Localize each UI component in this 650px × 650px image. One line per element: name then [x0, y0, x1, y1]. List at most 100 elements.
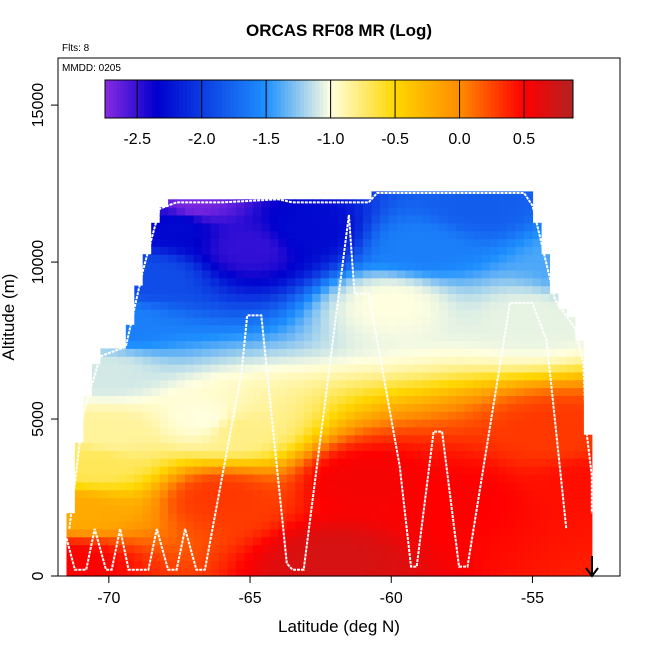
heatmap-cell: [261, 426, 271, 436]
heatmap-cell: [168, 317, 178, 326]
heatmap-cell: [210, 301, 220, 310]
heatmap-cell: [379, 497, 389, 506]
heatmap-cell: [303, 560, 313, 569]
heatmap-cell: [371, 419, 381, 428]
colorbar-segment: [526, 80, 531, 118]
heatmap-cell: [396, 544, 406, 553]
heatmap-cell: [396, 364, 406, 373]
heatmap-cell: [430, 513, 440, 522]
heatmap-cell: [346, 317, 356, 326]
heatmap-cell: [532, 497, 542, 506]
heatmap-cell: [490, 356, 500, 365]
heatmap-cell: [252, 442, 262, 451]
heatmap-cell: [159, 419, 169, 428]
heatmap-cell: [117, 411, 127, 420]
heatmap-cell: [278, 560, 288, 569]
heatmap-cell: [430, 489, 440, 499]
heatmap-cell: [481, 269, 491, 279]
heatmap-cell: [371, 364, 381, 373]
heatmap-cell: [185, 348, 195, 357]
heatmap-cell: [354, 269, 364, 279]
heatmap-cell: [388, 340, 398, 349]
heatmap-cell: [193, 521, 203, 530]
heatmap-cell: [91, 450, 101, 459]
heatmap-cell: [388, 521, 398, 530]
heatmap-cell: [473, 309, 483, 318]
heatmap-cell: [320, 481, 330, 491]
heatmap-cell: [278, 544, 288, 553]
heatmap-cell: [490, 332, 500, 342]
heatmap-cell: [464, 277, 474, 287]
heatmap-cell: [252, 395, 262, 404]
heatmap-cell: [235, 340, 245, 349]
heatmap-cell: [337, 222, 347, 232]
heatmap-cell: [176, 458, 186, 467]
heatmap-cell: [269, 466, 279, 475]
heatmap-cell: [312, 513, 322, 522]
heatmap-cell: [430, 230, 440, 240]
heatmap-cell: [100, 395, 110, 404]
colorbar-segment: [151, 80, 157, 118]
heatmap-cell: [413, 379, 423, 389]
heatmap-cell: [507, 379, 517, 389]
heatmap-cell: [320, 458, 330, 467]
heatmap-cell: [244, 324, 254, 334]
heatmap-cell: [583, 474, 593, 483]
heatmap-cell: [515, 466, 525, 475]
heatmap-cell: [159, 403, 169, 412]
heatmap-cell: [303, 332, 313, 342]
heatmap-cell: [210, 379, 220, 389]
heatmap-cell: [464, 379, 474, 389]
heatmap-cell: [303, 552, 313, 561]
heatmap-cell: [100, 411, 110, 420]
heatmap-cell: [295, 450, 305, 459]
heatmap-cell: [159, 379, 169, 389]
heatmap-cell: [557, 324, 567, 334]
heatmap-cell: [464, 238, 474, 247]
heatmap-cell: [219, 387, 229, 396]
heatmap-cell: [227, 458, 237, 467]
heatmap-cell: [388, 458, 398, 467]
heatmap-cell: [74, 552, 84, 561]
heatmap-cell: [515, 356, 525, 365]
heatmap-cell: [286, 552, 296, 561]
heatmap-cell: [490, 191, 500, 200]
heatmap-cell: [151, 324, 161, 334]
heatmap-cell: [337, 309, 347, 318]
heatmap-cell: [261, 442, 271, 451]
heatmap-cell: [91, 560, 101, 569]
heatmap-cell: [540, 371, 550, 381]
heatmap-cell: [312, 262, 322, 271]
heatmap-cell: [363, 521, 373, 530]
heatmap-cell: [134, 403, 144, 412]
heatmap-cell: [83, 497, 93, 506]
heatmap-cell: [134, 309, 144, 318]
heatmap-cell: [312, 309, 322, 318]
heatmap-cell: [244, 442, 254, 451]
heatmap-cell: [219, 426, 229, 436]
heatmap-cell: [142, 450, 152, 459]
heatmap-cell: [422, 293, 432, 302]
heatmap-cell: [430, 324, 440, 334]
heatmap-cell: [490, 481, 500, 491]
heatmap-cell: [515, 528, 525, 538]
heatmap-cell: [524, 497, 534, 506]
heatmap-cell: [464, 191, 474, 200]
heatmap-cell: [329, 458, 339, 467]
heatmap-cell: [159, 254, 169, 263]
heatmap-cell: [549, 528, 559, 538]
heatmap-cell: [312, 489, 322, 499]
heatmap-cell: [473, 285, 483, 294]
heatmap-cell: [193, 489, 203, 499]
heatmap-cell: [430, 387, 440, 396]
heatmap-cell: [507, 332, 517, 342]
heatmap-cell: [252, 371, 262, 381]
heatmap-cell: [227, 403, 237, 412]
heatmap-cell: [151, 285, 161, 294]
heatmap-cell: [574, 371, 584, 381]
heatmap-cell: [235, 552, 245, 561]
heatmap-cell: [261, 222, 271, 232]
heatmap-cell: [235, 230, 245, 240]
colorbar-segment: [214, 80, 219, 118]
heatmap-cell: [363, 419, 373, 428]
